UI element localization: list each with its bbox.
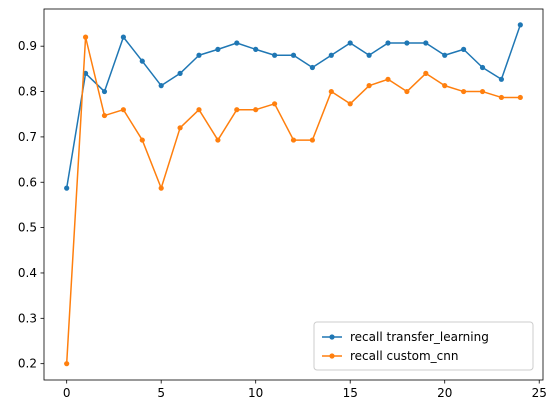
legend-swatch-marker [329, 334, 335, 340]
data-point [234, 40, 240, 46]
data-point [290, 52, 297, 58]
data-point [158, 185, 164, 191]
data-point [64, 185, 70, 191]
x-tick-label: 15 [343, 386, 358, 400]
data-point [177, 125, 183, 131]
data-point [64, 361, 70, 367]
data-point [101, 112, 108, 119]
legend-item: recall custom_cnn [322, 349, 459, 363]
data-point [101, 88, 108, 95]
data-point [120, 107, 126, 113]
y-tick-label: 0.4 [18, 266, 37, 280]
data-point [404, 40, 410, 46]
data-point [120, 34, 126, 40]
data-point [366, 52, 372, 58]
data-point [139, 58, 145, 64]
series-group [64, 22, 523, 191]
series-layer [64, 22, 523, 367]
data-point [517, 94, 523, 101]
data-point [309, 64, 315, 71]
data-point [423, 40, 429, 46]
x-tick-label: 10 [248, 386, 263, 400]
series-group [64, 34, 523, 367]
data-point [404, 88, 410, 95]
data-point [442, 83, 448, 89]
data-point [479, 64, 486, 71]
data-point [385, 40, 391, 46]
axes-frame [43, 8, 544, 381]
data-point [385, 76, 391, 82]
legend-label: recall transfer_learning [350, 330, 489, 344]
data-point [290, 137, 297, 143]
data-point [347, 101, 353, 107]
legend-item: recall transfer_learning [322, 330, 489, 344]
x-tick-label: 5 [157, 386, 165, 400]
y-tick-label: 0.7 [18, 130, 37, 144]
data-point [423, 70, 429, 76]
plot-area [44, 9, 543, 380]
data-point [234, 107, 240, 113]
data-point [328, 88, 334, 95]
x-tick-label: 0 [63, 386, 71, 400]
x-tick-label: 25 [532, 386, 547, 400]
y-tick-label: 0.5 [18, 221, 37, 235]
legend-box [313, 321, 534, 371]
x-tick-label: 20 [437, 386, 452, 400]
data-point [461, 88, 467, 95]
data-point [461, 46, 467, 52]
data-point [139, 137, 145, 143]
y-tick-label: 0.9 [18, 39, 37, 53]
data-point [347, 40, 353, 46]
data-point [442, 52, 448, 58]
data-point [498, 76, 505, 82]
legend-label: recall custom_cnn [350, 349, 459, 363]
y-tick-label: 0.6 [18, 175, 37, 189]
data-point [177, 70, 183, 76]
y-tick-label: 0.3 [18, 311, 37, 325]
data-point [215, 46, 221, 52]
data-point [272, 52, 278, 58]
data-point [196, 52, 202, 58]
data-point [309, 137, 315, 143]
data-point [366, 83, 372, 89]
data-point [517, 22, 523, 28]
data-point [498, 94, 505, 101]
data-point [328, 52, 334, 58]
axes-layer: 0 5 10 15 20 25 0.2 0.3 0.4 0.5 0.6 0.7 0.8 0.9 [18, 8, 547, 400]
legend-swatch-marker [329, 353, 335, 359]
data-point [253, 46, 259, 52]
data-point [82, 34, 89, 40]
data-point [158, 83, 164, 89]
plot-background [44, 9, 543, 380]
data-point [215, 137, 221, 143]
data-point [272, 101, 278, 107]
data-point [479, 88, 486, 95]
y-tick-label: 0.8 [18, 85, 37, 99]
data-point [253, 107, 259, 113]
y-tick-label: 0.2 [18, 357, 37, 371]
data-point [196, 107, 202, 113]
